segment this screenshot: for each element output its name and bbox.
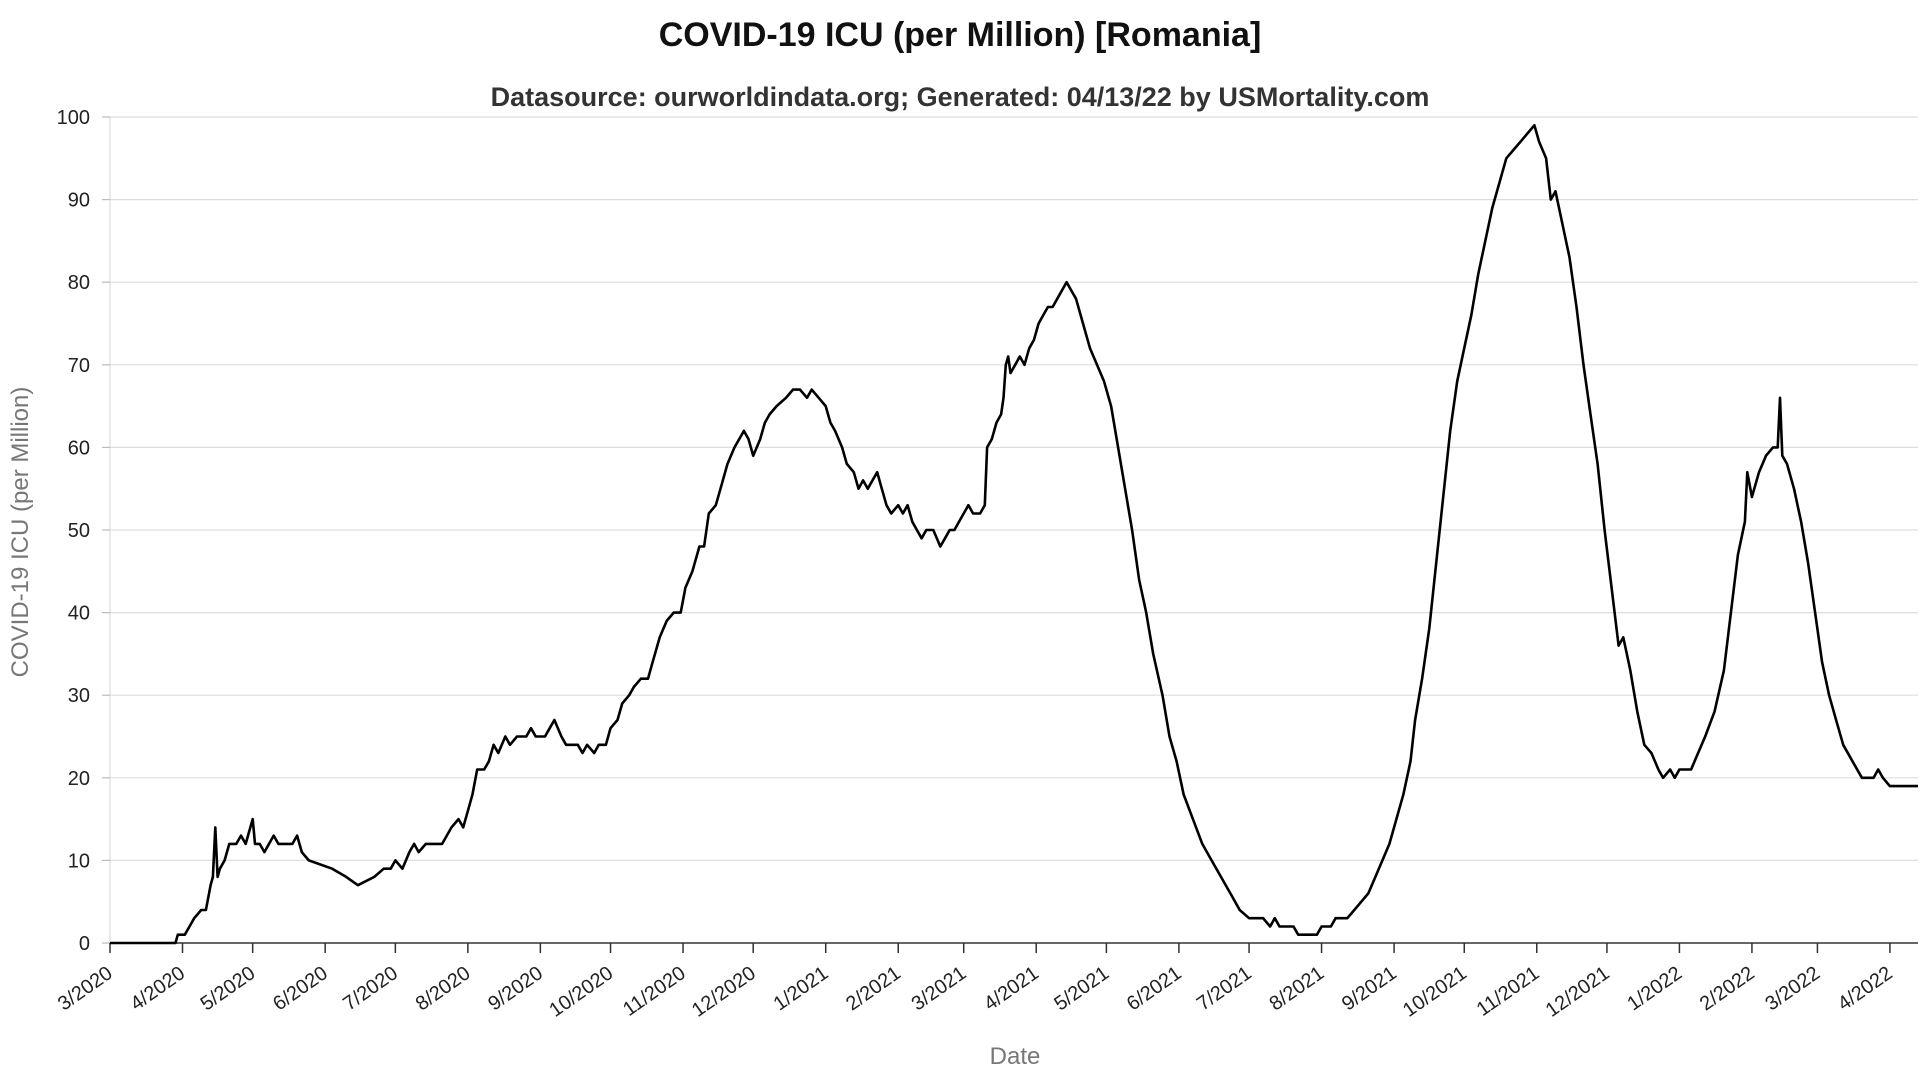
chart-title: COVID-19 ICU (per Million) [Romania] bbox=[658, 16, 1262, 54]
y-tick-label: 0 bbox=[79, 933, 90, 955]
x-tick-label: 2/2021 bbox=[842, 962, 905, 1015]
x-tick-label: 5/2021 bbox=[1050, 962, 1113, 1015]
x-tick-label: 11/2020 bbox=[619, 962, 690, 1021]
y-tick-label: 50 bbox=[68, 520, 90, 542]
x-tick-label: 12/2021 bbox=[1542, 962, 1614, 1021]
x-tick-label: 2/2022 bbox=[1696, 962, 1759, 1015]
x-tick-label: 3/2022 bbox=[1761, 962, 1824, 1015]
x-tick-label: 6/2021 bbox=[1123, 962, 1186, 1015]
x-tick-label: 4/2021 bbox=[980, 962, 1043, 1015]
series-line bbox=[110, 124, 1918, 945]
x-tick-label: 11/2021 bbox=[1473, 962, 1544, 1021]
x-axis-ticks: 3/2020 4/2020 5/2020 6/2020 7/2020 8/2020 9/20… bbox=[54, 943, 1897, 1022]
chart-subtitle: Datasource: ourworldindata.org; Generate… bbox=[490, 82, 1430, 112]
x-tick-label: 7/2021 bbox=[1193, 962, 1256, 1015]
y-tick-label: 30 bbox=[68, 685, 90, 707]
y-axis-ticks: 0 10 20 30 40 50 60 70 80 90 100 bbox=[57, 107, 110, 955]
y-tick-label: 60 bbox=[68, 437, 90, 459]
y-tick-label: 10 bbox=[68, 850, 90, 872]
x-tick-label: 1/2022 bbox=[1623, 962, 1686, 1015]
y-tick-label: 20 bbox=[68, 768, 90, 790]
y-tick-label: 100 bbox=[57, 107, 90, 129]
y-axis-label: COVID-19 ICU (per Million) bbox=[7, 387, 34, 678]
x-tick-label: 4/2020 bbox=[126, 962, 189, 1015]
grid-lines bbox=[109, 116, 1918, 943]
x-tick-label: 10/2021 bbox=[1399, 962, 1471, 1021]
y-tick-label: 80 bbox=[68, 272, 90, 294]
x-tick-label: 9/2021 bbox=[1338, 962, 1401, 1015]
y-tick-label: 40 bbox=[68, 603, 90, 625]
x-tick-label: 1/2021 bbox=[770, 962, 833, 1015]
x-tick-label: 12/2020 bbox=[688, 962, 760, 1021]
x-tick-label: 7/2020 bbox=[339, 962, 402, 1015]
x-tick-label: 3/2021 bbox=[908, 962, 971, 1015]
x-tick-label: 8/2020 bbox=[412, 962, 475, 1015]
x-tick-label: 4/2022 bbox=[1834, 962, 1897, 1015]
x-tick-label: 5/2020 bbox=[197, 962, 260, 1015]
x-tick-label: 6/2020 bbox=[269, 962, 332, 1015]
x-tick-label: 9/2020 bbox=[484, 962, 547, 1015]
y-tick-label: 90 bbox=[68, 190, 90, 212]
x-tick-label: 3/2020 bbox=[54, 962, 117, 1015]
x-tick-label: 10/2020 bbox=[545, 962, 617, 1021]
y-tick-label: 70 bbox=[68, 355, 90, 377]
x-axis-label: Date bbox=[990, 1043, 1041, 1070]
x-tick-label: 8/2021 bbox=[1266, 962, 1329, 1015]
